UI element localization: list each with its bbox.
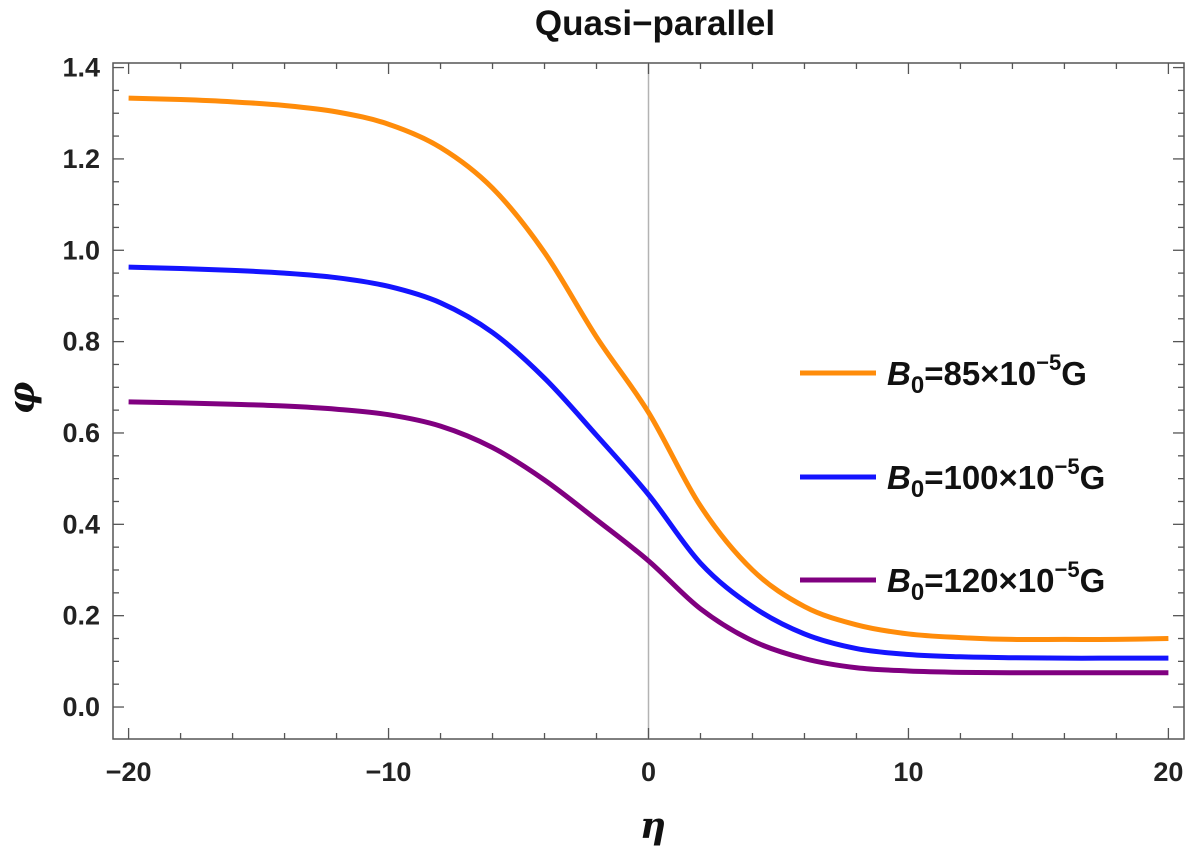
x-tick-label: 0 [641, 757, 656, 787]
x-axis-label: η [640, 805, 666, 847]
series-line [128, 95, 1169, 643]
y-tick-label: 0.4 [62, 509, 100, 539]
x-tick-label: −10 [366, 757, 412, 787]
x-tick-label: 10 [893, 757, 923, 787]
legend-label: B0=100×10−5G [887, 454, 1105, 503]
y-tick-label: 1.4 [62, 53, 100, 83]
y-axis-label: φ [1, 381, 43, 414]
legend: B0=85×10−5G B0=100×10−5G B0=120×10−5G [800, 350, 1105, 606]
x-tick-label: 20 [1153, 757, 1183, 787]
y-tick-label: 0.0 [62, 692, 100, 722]
x-tick-label: −20 [106, 757, 152, 787]
y-tick-label: 0.2 [62, 601, 100, 631]
y-tick-label: 1.2 [62, 144, 100, 174]
series-lines [128, 95, 1169, 676]
axis-tick-labels: −20 −10 0 10 20 0.0 0.2 0.4 0.6 0.8 1.0 1.2 1.4 [62, 53, 1183, 787]
y-tick-label: 0.6 [62, 418, 100, 448]
chart-title: Quasi−parallel [535, 4, 775, 43]
legend-label: B0=85×10−5G [887, 350, 1087, 399]
y-tick-label: 1.0 [62, 235, 100, 265]
legend-label: B0=120×10−5G [887, 557, 1105, 606]
series-line [128, 399, 1169, 676]
series-line [128, 264, 1169, 661]
y-tick-label: 0.8 [62, 327, 100, 357]
axis-ticks [113, 63, 1184, 739]
